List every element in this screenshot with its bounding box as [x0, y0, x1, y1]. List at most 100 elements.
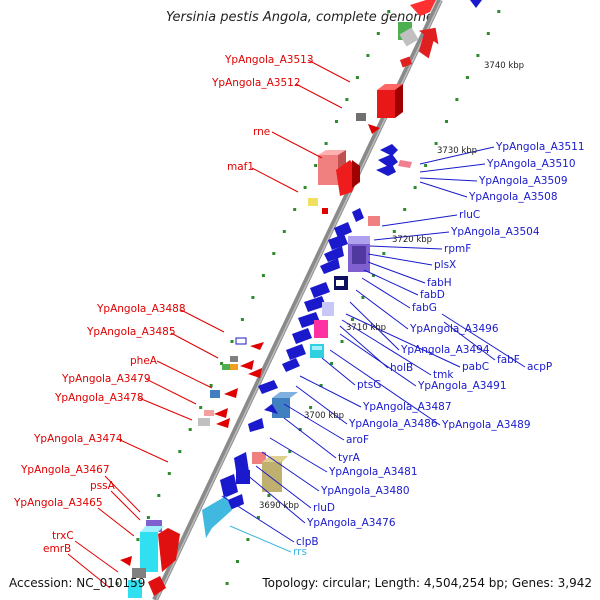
gene-label-left[interactable]: maf1: [227, 161, 254, 173]
gene-label-right[interactable]: tmk: [433, 369, 454, 381]
gene-label-right[interactable]: aroF: [346, 434, 369, 446]
gene-label-right[interactable]: YpAngola_A3509: [478, 175, 568, 187]
gene-label-left[interactable]: emrB: [43, 543, 71, 555]
connector-line: [441, 313, 526, 368]
position-markers: 3740 kbp 3730 kbp 3720 kbp 3710 kbp 3700 kbp…: [259, 61, 524, 511]
connector-line: [419, 163, 486, 173]
gene-label-left[interactable]: YpAngola_A3485: [86, 326, 176, 338]
gene-label-right[interactable]: fabF: [497, 354, 520, 366]
tick-dot: [178, 450, 182, 453]
tick-dot: [434, 142, 438, 145]
connector-line: [255, 465, 312, 509]
gene-label-right[interactable]: tyrA: [338, 452, 361, 464]
gene-label-right[interactable]: acpP: [527, 361, 552, 373]
gene-label-right[interactable]: pabC: [462, 361, 489, 373]
tick-dot: [256, 516, 260, 519]
gene-label-left[interactable]: YpAngola_A3513: [224, 54, 314, 66]
gene-label-right[interactable]: plsX: [434, 259, 456, 271]
gene-label-right[interactable]: YpAngola_A3486: [348, 418, 438, 430]
connector-line: [245, 473, 306, 524]
tick-dot: [309, 406, 313, 409]
gene-label-right[interactable]: rluC: [459, 209, 480, 221]
tick-dot: [267, 494, 271, 497]
gene-label-right[interactable]: YpAngola_A3494: [400, 344, 490, 356]
tick-dot: [476, 54, 480, 57]
tick-dot: [340, 340, 344, 343]
gene-label-right[interactable]: YpAngola_A3504: [450, 226, 540, 238]
tick-dot: [382, 252, 386, 255]
gene-label-right[interactable]: fabG: [412, 302, 437, 314]
gene-label-right[interactable]: YpAngola_A3476: [306, 517, 396, 529]
tick-dot: [293, 208, 297, 211]
connector-line: [321, 357, 356, 386]
connector-line: [221, 495, 295, 543]
gene-label-left[interactable]: pheA: [130, 355, 158, 367]
kbp-marker: 3690 kbp: [259, 501, 299, 511]
tick-dot: [497, 10, 501, 13]
gene-label-left[interactable]: YpAngola_A3467: [20, 464, 110, 476]
gene-label-right[interactable]: YpAngola_A3496: [409, 323, 499, 335]
gene-label-right[interactable]: YpAngola_A3481: [328, 466, 418, 478]
tick-dot: [455, 98, 459, 101]
tick-dot: [146, 516, 150, 519]
gene-label-left[interactable]: YpAngola_A3479: [61, 373, 151, 385]
gene-label-left[interactable]: YpAngola_A3512: [211, 77, 301, 89]
gene-label-right[interactable]: YpAngola_A3489: [441, 419, 531, 431]
tick-dot: [220, 362, 224, 365]
gene-label-right[interactable]: ptsG: [357, 379, 381, 391]
gene-label-right[interactable]: YpAngola_A3491: [417, 380, 507, 392]
connector-line: [443, 321, 496, 361]
gene-label-left[interactable]: rne: [253, 126, 270, 138]
tick-dot: [392, 230, 396, 233]
gene-label-right[interactable]: holB: [390, 362, 413, 374]
map-title: Yersinia pestis Angola, complete genome: [166, 10, 434, 25]
gene-label-right[interactable]: rpmF: [444, 243, 471, 255]
connector-line: [104, 475, 141, 513]
gene-label-left[interactable]: pssA: [90, 480, 116, 492]
gene-label-left[interactable]: trxC: [52, 530, 74, 542]
gene-label-right[interactable]: fabD: [420, 289, 445, 301]
connector-line: [261, 451, 320, 492]
tick-dot: [136, 538, 140, 541]
connector-line: [180, 309, 225, 333]
tick-dot: [371, 274, 375, 277]
tick-dot: [413, 186, 417, 189]
gene-label-right[interactable]: rluD: [313, 502, 335, 514]
tick-dot: [167, 472, 171, 475]
tick-dot: [376, 32, 380, 35]
gene-label-right[interactable]: YpAngola_A3487: [362, 401, 452, 413]
tick-dot: [115, 582, 119, 585]
connector-line: [361, 277, 411, 309]
connector-line: [345, 313, 461, 368]
gene-label-left[interactable]: YpAngola_A3474: [33, 433, 123, 445]
connector-line: [295, 385, 348, 425]
connector-line: [156, 360, 213, 389]
gene-label-right[interactable]: clpB: [296, 536, 319, 548]
gene-label-right[interactable]: YpAngola_A3508: [468, 191, 558, 203]
connector-line: [367, 261, 426, 284]
tick-dot: [355, 76, 359, 79]
connector-line: [229, 525, 292, 553]
connector-line: [97, 507, 135, 537]
kbp-marker: 3740 kbp: [484, 61, 524, 71]
tick-dot: [288, 450, 292, 453]
gene-label-right[interactable]: YpAngola_A3480: [320, 485, 410, 497]
gene-label-right[interactable]: fabH: [427, 277, 452, 289]
connector-line: [117, 438, 169, 463]
tick-dot: [225, 582, 229, 585]
accession-text: Accession: NC_010159: [9, 576, 145, 590]
gene-label-left[interactable]: YpAngola_A3488: [96, 303, 186, 315]
gene-label-right[interactable]: YpAngola_A3510: [486, 158, 576, 170]
gene-label-rrna[interactable]: rrs: [293, 546, 307, 558]
tick-dot: [240, 318, 244, 321]
tick-dot: [330, 362, 334, 365]
tick-dot: [230, 340, 234, 343]
gene-label-left[interactable]: YpAngola_A3465: [13, 497, 103, 509]
gene-label-right[interactable]: YpAngola_A3511: [495, 141, 585, 153]
tick-dot: [199, 406, 203, 409]
connector-line: [329, 349, 441, 426]
connector-line: [299, 375, 362, 408]
gene-label-left[interactable]: YpAngola_A3478: [54, 392, 144, 404]
tick-dot: [350, 318, 354, 321]
connector-line: [283, 403, 345, 441]
